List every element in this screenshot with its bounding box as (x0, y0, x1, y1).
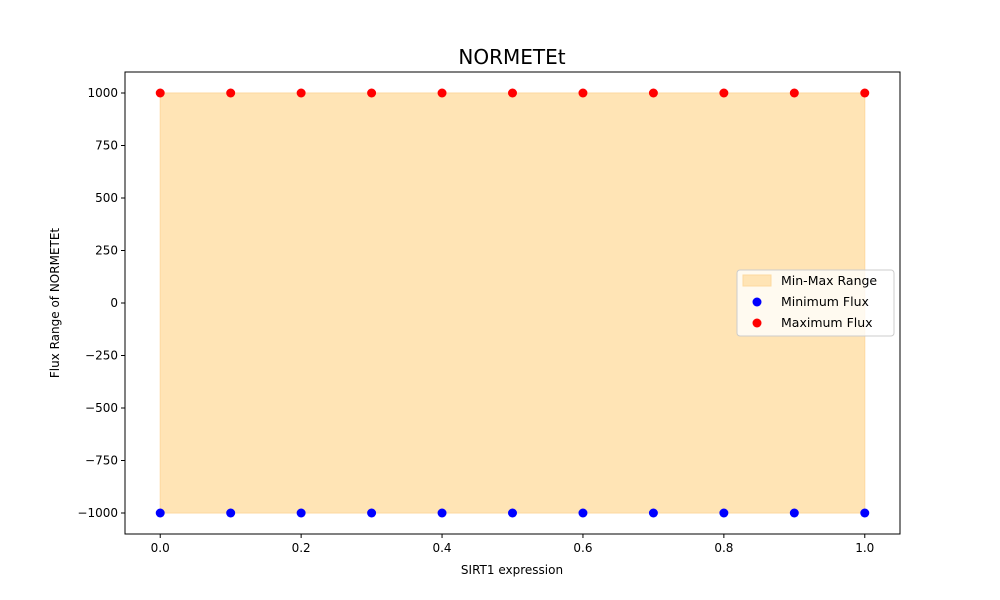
minimum-flux-point (719, 508, 729, 518)
y-tick-label: −750 (85, 454, 118, 468)
legend-marker-maximum-flux (752, 318, 762, 328)
maximum-flux-point (296, 88, 306, 98)
legend-label-minimum-flux: Minimum Flux (781, 294, 869, 309)
y-tick-label: −250 (85, 349, 118, 363)
x-tick-label: 0.0 (151, 541, 170, 555)
maximum-flux-point (155, 88, 165, 98)
legend-swatch-min-max-range (742, 274, 772, 287)
minimum-flux-point (789, 508, 799, 518)
plot-area (155, 88, 870, 518)
y-tick-label: 0 (110, 296, 118, 310)
maximum-flux-point (789, 88, 799, 98)
maximum-flux-point (508, 88, 517, 98)
x-tick-label: 0.2 (292, 541, 311, 555)
maximum-flux-point (578, 88, 588, 98)
minimum-flux-point (437, 508, 447, 518)
maximum-flux-point (860, 88, 870, 98)
y-tick-label: −500 (85, 401, 118, 415)
legend-frame (736, 269, 895, 337)
y-tick-label: 1000 (87, 86, 118, 100)
minimum-flux-point (860, 508, 870, 518)
maximum-flux-point (719, 88, 729, 98)
y-tick-label: −1000 (77, 506, 118, 520)
legend-label-min-max-range: Min-Max Range (781, 273, 877, 288)
minimum-flux-point (296, 508, 306, 518)
minimum-flux-point (367, 508, 377, 518)
x-tick-label: 0.6 (573, 541, 592, 555)
x-tick-label: 0.4 (432, 541, 451, 555)
maximum-flux-point (648, 88, 658, 98)
x-axis-label: SIRT1 expression (461, 563, 563, 577)
legend-marker-minimum-flux (752, 297, 762, 307)
y-axis: −1000 −750 −500 −250 0 250 500 750 1000 (77, 86, 125, 520)
minimum-flux-point (155, 508, 165, 518)
chart-title: NORMETEt (458, 45, 565, 69)
minimum-flux-point (226, 508, 236, 518)
y-tick-label: 250 (95, 244, 118, 258)
y-tick-label: 500 (95, 191, 118, 205)
maximum-flux-point (226, 88, 236, 98)
legend: Min-Max Range Minimum Flux Maximum Flux (736, 269, 895, 337)
legend-label-maximum-flux: Maximum Flux (781, 315, 873, 330)
minimum-flux-point (648, 508, 658, 518)
x-axis: 0.0 0.2 0.4 0.6 0.8 1.0 (151, 534, 874, 555)
minimum-flux-point (508, 508, 517, 518)
maximum-flux-point (437, 88, 447, 98)
y-tick-label: 750 (95, 139, 118, 153)
maximum-flux-point (367, 88, 377, 98)
x-tick-label: 1.0 (855, 541, 874, 555)
minimum-flux-point (578, 508, 588, 518)
y-axis-label: Flux Range of NORMETEt (48, 228, 62, 379)
x-tick-label: 0.8 (714, 541, 733, 555)
